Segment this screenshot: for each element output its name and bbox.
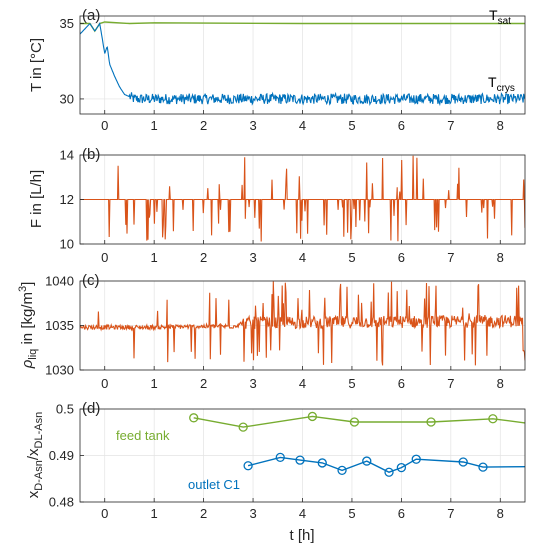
panel-b-xtick-label-0: 0 — [101, 250, 108, 265]
panel-b-ytick-label-2: 14 — [60, 148, 74, 163]
panel-b-xtick-label-5: 5 — [348, 250, 355, 265]
rho-symbol: ρ — [19, 359, 36, 369]
panel-d-series-outlet-c1-marker-1 — [275, 452, 285, 463]
panel-b-y-axis-label: F in [L/h] — [28, 170, 45, 228]
panel-a-series-t-crys-line — [80, 22, 525, 107]
panel-d-xtick-label-1: 1 — [151, 506, 158, 521]
panel-b-xtick-label-1: 1 — [151, 250, 158, 265]
legend-t-crys: Tcrys — [488, 74, 515, 94]
panel-b-series-f-line — [80, 155, 525, 242]
panel-d-series-feed-tank-marker-5 — [488, 414, 498, 424]
panel-d-series-outlet-c1-marker-2 — [295, 455, 305, 465]
legend-t-sat-sub: sat — [498, 16, 512, 27]
panel-a-y-axis-label: T in [°C] — [28, 38, 45, 92]
panel-d-series-feed-tank-marker-3 — [349, 417, 360, 427]
panel-a-xtick-label-0: 0 — [101, 118, 108, 133]
panel-d-series-outlet-c1-marker-5 — [362, 456, 372, 466]
panel-d-series-outlet-c1-marker-10 — [478, 462, 488, 472]
panel-b-xtick-label-4: 4 — [299, 250, 306, 265]
panel-c-xtick-label-6: 6 — [398, 376, 405, 391]
panel-b-xtick-label-7: 7 — [447, 250, 454, 265]
panel-d-ytick-label-2: 0.5 — [56, 402, 74, 417]
panel-d-xtick-label-8: 8 — [497, 506, 504, 521]
panel-d-series-feed-tank-marker-1 — [238, 422, 248, 432]
panel-d-ytick-label-0: 0.48 — [49, 495, 74, 510]
panel-d-label: (d) — [82, 400, 100, 417]
panel-c-ytick-label-0: 1030 — [45, 363, 74, 378]
panel-d-y-axis-label: xD-Asn/xDL-Asn — [25, 412, 45, 498]
panel-a-xtick-label-1: 1 — [151, 118, 158, 133]
panel-b-xtick-label-6: 6 — [398, 250, 405, 265]
panel-d-xtick-label-3: 3 — [249, 506, 256, 521]
panel-a-xtick-label-8: 8 — [497, 118, 504, 133]
panel-d-series-feed-tank-marker-2 — [307, 411, 318, 422]
panel-d-series-outlet-c1-marker-0 — [243, 461, 253, 471]
panel-d-xtick-label-2: 2 — [200, 506, 207, 521]
panel-b-xtick-label-3: 3 — [249, 250, 256, 265]
panel-d-series-outlet-c1-marker-6 — [384, 467, 394, 477]
panel-a-xtick-label-5: 5 — [348, 118, 355, 133]
panel-a: 0 1 2 3 4 5 6 7 8 30 35 (a) T in [°C] Tsat Tcrys — [28, 7, 526, 133]
legend-t-sat: Tsat — [489, 7, 511, 27]
x-d-asn-subscript: D-Asn — [33, 460, 45, 491]
panel-d-series-outlet-c1-marker-4 — [337, 465, 347, 476]
panel-c-y-axis-label: ρliq in [kg/m3] — [17, 282, 39, 370]
panel-c-xtick-label-8: 8 — [497, 376, 504, 391]
panel-c-xtick-label-3: 3 — [249, 376, 256, 391]
rho-unit-superscript: 3 — [17, 286, 29, 292]
legend-t-crys-main: T — [488, 74, 497, 90]
x-dl-asn-subscript: DL-Asn — [33, 412, 45, 449]
panel-c-series-rho-liq-line — [80, 281, 525, 366]
panel-c-xtick-label-7: 7 — [447, 376, 454, 391]
panel-d-series-feed-tank-marker-0 — [189, 413, 199, 423]
panel-c-ytick-label-2: 1040 — [45, 274, 74, 289]
panel-b-ytick-label-1: 12 — [60, 192, 74, 207]
panel-a-xtick-label-6: 6 — [398, 118, 405, 133]
rho-unit-text: in [kg/m — [19, 292, 36, 349]
panel-d-xtick-label-0: 0 — [101, 506, 108, 521]
panel-d-series-feed-tank-line — [193, 415, 525, 428]
panel-d-series-outlet-c1-marker-7 — [396, 462, 407, 473]
panel-c-xtick-label-5: 5 — [348, 376, 355, 391]
panel-c-xtick-label-1: 1 — [151, 376, 158, 391]
x-dl-asn-symbol: /x — [25, 448, 42, 460]
panel-b-label: (b) — [82, 146, 100, 163]
panel-c-label: (c) — [82, 272, 100, 289]
panel-b-ytick-label-0: 10 — [60, 237, 74, 252]
panel-a-ytick-label-0: 30 — [60, 91, 74, 106]
legend-outlet-c1: outlet C1 — [188, 477, 240, 492]
legend-feed-tank: feed tank — [116, 428, 170, 443]
panel-d-xtick-label-7: 7 — [447, 506, 454, 521]
panel-a-label: (a) — [82, 7, 100, 24]
panel-d-series-feed-tank-marker-4 — [426, 417, 436, 427]
legend-t-sat-main: T — [489, 7, 498, 23]
x-axis-label: t [h] — [289, 527, 314, 544]
panel-a-xtick-label-3: 3 — [249, 118, 256, 133]
panel-d-ytick-label-1: 0.49 — [49, 448, 74, 463]
panel-d-xtick-label-5: 5 — [348, 506, 355, 521]
rho-unit-close: ] — [19, 282, 36, 286]
panel-a-xtick-label-2: 2 — [200, 118, 207, 133]
panel-d-series-outlet-c1-marker-9 — [458, 457, 468, 467]
panel-d-series-outlet-c1-marker-8 — [411, 454, 421, 464]
panel-b-xtick-label-2: 2 — [200, 250, 207, 265]
panel-c-xtick-label-2: 2 — [200, 376, 207, 391]
panel-a-xtick-label-4: 4 — [299, 118, 306, 133]
panel-c-xtick-label-0: 0 — [101, 376, 108, 391]
x-d-asn-symbol: x — [25, 490, 42, 498]
panel-a-xtick-label-7: 7 — [447, 118, 454, 133]
panel-b-xtick-label-8: 8 — [497, 250, 504, 265]
panel-d-xtick-label-4: 4 — [299, 506, 306, 521]
legend-t-crys-sub: crys — [497, 83, 515, 94]
panel-d-xtick-label-6: 6 — [398, 506, 405, 521]
panel-c-xtick-label-4: 4 — [299, 376, 306, 391]
panel-d: 0 1 2 3 4 5 6 7 80.480.490.5 (d) xD-Asn/xDL-Asn … — [25, 400, 526, 544]
panel-d-series-outlet-c1-marker-3 — [317, 458, 327, 468]
panel-c-ytick-label-1: 1035 — [45, 318, 74, 333]
rho-subscript: liq — [27, 349, 39, 360]
panel-a-ytick-label-1: 35 — [60, 16, 74, 31]
